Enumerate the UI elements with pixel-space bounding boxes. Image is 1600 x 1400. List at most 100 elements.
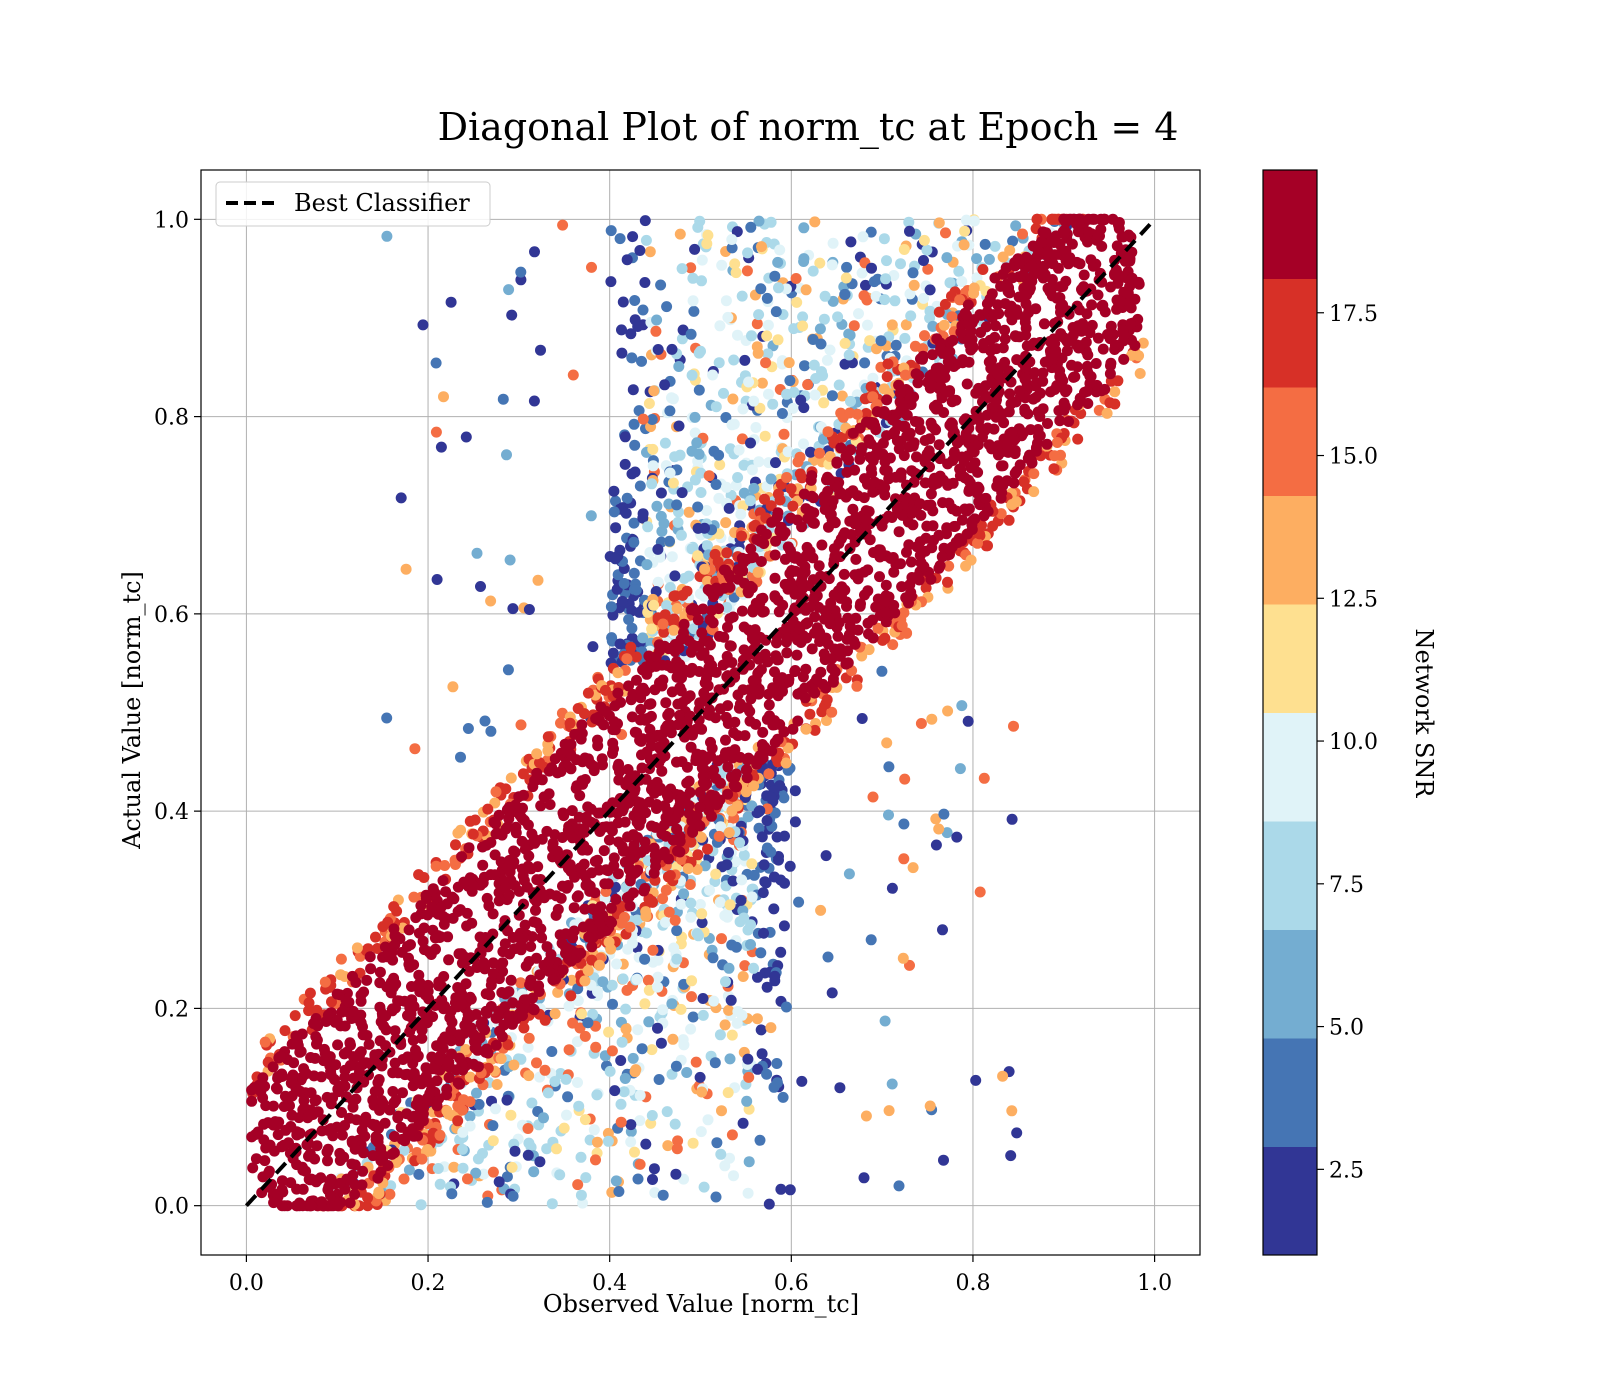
scatter-point: [562, 1091, 574, 1103]
scatter-point: [965, 554, 977, 566]
scatter-point: [759, 430, 771, 442]
scatter-point: [1082, 226, 1094, 238]
scatter-point: [447, 912, 459, 924]
scatter-point: [767, 686, 779, 698]
scatter-point: [661, 789, 673, 801]
scatter-point: [531, 1057, 542, 1069]
scatter-point: [946, 311, 958, 323]
scatter-point: [557, 964, 569, 976]
scatter-point: [838, 568, 850, 580]
scatter-point: [725, 994, 737, 1006]
scatter-point: [754, 402, 766, 414]
scatter-point: [739, 960, 751, 972]
scatter-point: [898, 853, 910, 865]
scatter-point: [837, 431, 848, 443]
scatter-point: [901, 409, 913, 421]
scatter-point: [953, 533, 965, 544]
scatter-point: [860, 1110, 872, 1122]
scatter-point: [769, 549, 781, 561]
scatter-point: [464, 991, 476, 1003]
scatter-point: [722, 788, 734, 800]
scatter-point: [395, 1121, 407, 1133]
scatter-point: [898, 450, 910, 462]
scatter-point: [769, 572, 781, 584]
scatter-point: [587, 641, 599, 653]
scatter-point: [954, 294, 966, 306]
scatter-point: [949, 520, 961, 532]
scatter-point: [428, 1061, 440, 1073]
scatter-point: [1031, 213, 1043, 225]
scatter-point: [607, 724, 619, 736]
scatter-point: [807, 265, 819, 277]
scatter-point: [416, 1032, 428, 1044]
scatter-point: [748, 780, 760, 792]
scatter-point: [572, 703, 584, 714]
scatter-point: [422, 1144, 434, 1155]
scatter-point: [546, 762, 558, 774]
scatter-point: [526, 1097, 538, 1109]
scatter-point: [971, 253, 983, 265]
scatter-point: [577, 921, 589, 933]
scatter-point: [772, 733, 784, 745]
scatter-point: [536, 932, 548, 944]
scatter-point: [269, 1116, 281, 1128]
scatter-point: [1051, 437, 1063, 448]
scatter-point: [606, 632, 618, 644]
scatter-point: [719, 910, 731, 922]
scatter-point: [821, 715, 832, 726]
scatter-point: [373, 1086, 385, 1098]
scatter-point: [1074, 258, 1086, 270]
scatter-point: [867, 614, 878, 626]
scatter-point: [796, 1075, 808, 1087]
scatter-point: [613, 1186, 625, 1197]
scatter-point: [730, 941, 742, 953]
scatter-point: [725, 489, 737, 501]
scatter-point: [720, 711, 732, 723]
scatter-point: [881, 255, 892, 267]
scatter-point: [906, 507, 918, 519]
scatter-point: [941, 827, 953, 839]
scatter-point: [641, 746, 653, 758]
scatter-point: [309, 1095, 321, 1107]
scatter-point: [666, 551, 678, 563]
scatter-point: [755, 1024, 767, 1036]
scatter-point: [904, 225, 915, 237]
scatter-point: [831, 457, 843, 469]
scatter-point: [487, 1120, 499, 1132]
scatter-point: [539, 1014, 551, 1026]
scatter-point: [805, 446, 816, 458]
scatter-point: [718, 387, 729, 399]
scatter-point: [507, 1190, 519, 1202]
scatter-point: [870, 290, 882, 302]
scatter-point: [710, 666, 722, 678]
scatter-point: [360, 1111, 372, 1123]
scatter-point: [821, 694, 833, 706]
scatter-point: [403, 1164, 415, 1176]
scatter-point: [720, 976, 731, 988]
scatter-point: [891, 435, 903, 447]
scatter-point: [888, 599, 900, 611]
scatter-point: [250, 1153, 262, 1165]
scatter-point: [598, 845, 610, 857]
scatter-point: [710, 479, 722, 490]
scatter-point: [769, 970, 781, 982]
scatter-point: [960, 214, 972, 226]
scatter-point: [654, 642, 666, 654]
scatter-point: [1017, 427, 1029, 439]
scatter-point: [898, 818, 910, 830]
scatter-point: [616, 324, 627, 336]
scatter-point: [575, 947, 587, 959]
scatter-point: [726, 234, 738, 245]
scatter-point: [901, 430, 913, 442]
scatter-point: [765, 791, 777, 803]
scatter-point: [692, 550, 704, 562]
scatter-point: [531, 917, 543, 929]
scatter-point: [1037, 375, 1049, 387]
scatter-point: [768, 871, 780, 883]
scatter-point: [470, 1008, 482, 1020]
scatter-point: [641, 927, 652, 939]
scatter-point: [477, 1016, 488, 1028]
scatter-point: [493, 1176, 505, 1188]
scatter-point: [659, 379, 671, 391]
scatter-point: [877, 634, 889, 646]
